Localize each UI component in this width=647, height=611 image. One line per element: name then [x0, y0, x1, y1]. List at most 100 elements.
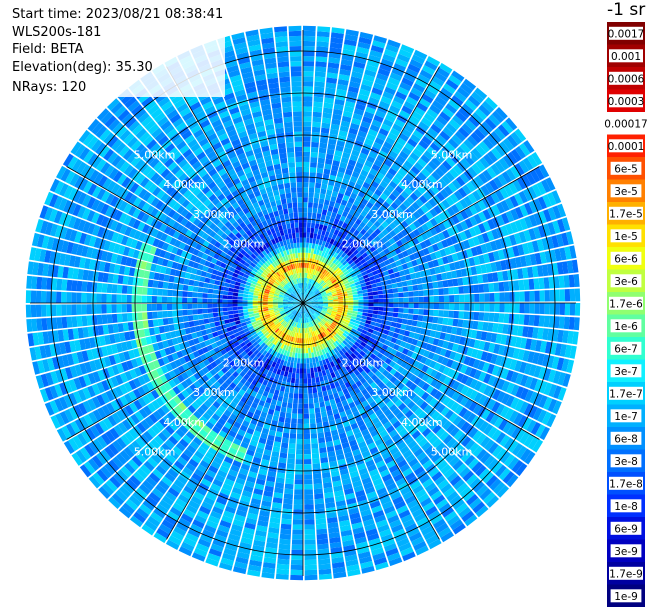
range-gate — [314, 82, 325, 88]
range-gate — [303, 368, 306, 373]
range-gate — [412, 279, 418, 285]
range-gate — [300, 363, 303, 368]
range-gate — [303, 152, 310, 157]
range-gate — [319, 442, 326, 448]
range-gate — [318, 203, 323, 209]
range-gate — [373, 291, 378, 295]
range-gate — [293, 525, 303, 530]
range-gate — [369, 303, 374, 306]
range-gate — [368, 310, 373, 314]
range-gate — [291, 418, 297, 423]
range-gate — [263, 303, 268, 305]
range-gate — [304, 494, 313, 499]
range-gate — [36, 318, 42, 331]
range-gate — [297, 419, 303, 424]
range-gate — [314, 193, 320, 199]
range-gate — [366, 317, 372, 321]
range-gate — [458, 319, 464, 327]
range-gate — [309, 243, 312, 248]
range-gate — [453, 287, 459, 294]
range-gate — [474, 303, 479, 311]
range-gate — [299, 384, 303, 389]
range-gate — [315, 61, 326, 67]
range-gate — [564, 275, 570, 288]
range-gate — [184, 322, 190, 328]
range-gate — [306, 233, 310, 238]
range-gate — [284, 371, 288, 377]
range-gate — [343, 305, 348, 307]
range-gate — [414, 297, 419, 302]
range-gate — [248, 309, 253, 312]
range-gate — [357, 312, 362, 316]
range-gate — [348, 300, 353, 302]
range-gate — [243, 306, 248, 309]
range-gate — [280, 448, 287, 454]
range-gate — [292, 408, 297, 413]
range-gate — [398, 287, 404, 292]
range-gate — [277, 564, 290, 570]
range-gate — [243, 303, 248, 306]
range-gate — [290, 575, 303, 580]
range-gate — [217, 304, 222, 308]
range-gate — [317, 41, 329, 47]
range-gate — [398, 308, 403, 313]
range-gate — [403, 314, 409, 319]
range-gate — [127, 304, 132, 312]
range-gate — [303, 243, 306, 248]
range-gate — [304, 449, 311, 454]
range-gate — [157, 304, 162, 311]
range-gate — [363, 296, 368, 299]
range-gate — [137, 295, 142, 303]
range-gate — [317, 168, 324, 174]
range-gate — [46, 305, 51, 317]
range-gate — [413, 291, 418, 297]
range-gate — [127, 313, 133, 321]
range-gate — [315, 77, 326, 83]
range-gate — [570, 289, 575, 302]
range-gate — [363, 306, 368, 309]
range-gate — [303, 41, 315, 46]
range-gate — [399, 298, 404, 303]
range-gate — [308, 202, 313, 207]
range-gate — [321, 386, 326, 392]
range-gate — [298, 409, 303, 414]
range-gate — [478, 284, 484, 293]
range-gate — [194, 320, 200, 326]
range-gate — [219, 316, 225, 321]
range-gate — [310, 162, 317, 168]
range-gate — [101, 304, 106, 313]
range-gate — [387, 316, 393, 321]
range-gate — [434, 303, 439, 309]
range-gate — [358, 303, 363, 306]
range-gate — [575, 289, 580, 302]
range-gate — [464, 303, 469, 311]
range-gate — [303, 142, 310, 147]
range-gate — [418, 309, 423, 315]
range-gate — [281, 524, 292, 530]
range-gate — [378, 295, 383, 299]
range-gate — [303, 122, 311, 127]
range-gate — [303, 66, 314, 71]
range-gate — [371, 283, 377, 288]
range-gate — [432, 282, 438, 289]
range-gate — [318, 229, 322, 235]
range-gate — [306, 238, 309, 243]
range-gate — [288, 449, 295, 455]
range-gate — [298, 399, 303, 404]
range-gate — [308, 343, 311, 348]
range-gate — [509, 281, 515, 291]
range-gate — [107, 314, 113, 323]
range-gate — [375, 323, 381, 328]
range-gate — [295, 353, 298, 358]
range-gate — [385, 325, 391, 330]
range-gate — [147, 304, 152, 311]
range-gate — [560, 289, 565, 301]
range-gate — [479, 312, 485, 321]
range-gate — [316, 382, 321, 388]
range-gate — [268, 303, 273, 305]
range-gate — [560, 303, 565, 315]
range-gate — [284, 494, 293, 500]
range-gate — [314, 97, 324, 103]
range-gate — [292, 413, 298, 419]
range-gate — [303, 238, 306, 243]
